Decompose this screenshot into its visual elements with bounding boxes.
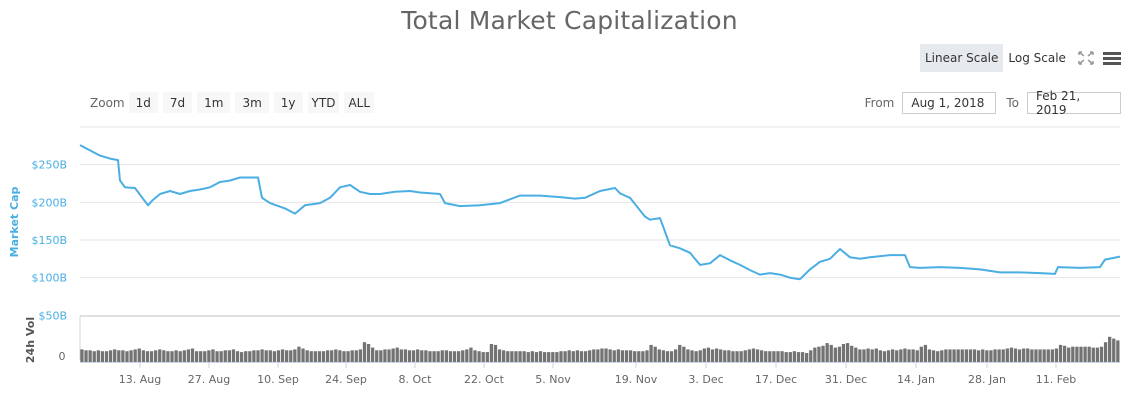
log-scale-button[interactable]: Log Scale (1008, 51, 1066, 65)
y-tick-label: $50B (38, 309, 67, 322)
volume-axis-title: 24h Vol (24, 317, 37, 363)
zoom-3m-button[interactable]: 3m (235, 92, 269, 113)
gridlines (79, 126, 1120, 360)
x-tick-label: 5. Nov (535, 373, 571, 386)
x-tick-label: 3. Dec (688, 373, 723, 386)
fullscreen-button[interactable] (1075, 47, 1097, 69)
y-tick-label: $250B (31, 159, 67, 172)
zoom-ytd-button[interactable]: YTD (307, 92, 340, 113)
zoom-1y-button[interactable]: 1y (273, 92, 303, 113)
zoom-1m-button[interactable]: 1m (197, 92, 231, 113)
from-label: From (864, 96, 895, 110)
linear-scale-button[interactable]: Linear Scale (920, 44, 1004, 72)
chart-title: Total Market Capitalization (401, 6, 738, 35)
date-range: From Aug 1, 2018 To Feb 21, 2019 (864, 89, 1121, 117)
zoom-7d-button[interactable]: 7d (162, 92, 193, 113)
x-tick-label: 14. Jan (897, 373, 935, 386)
range-selector: Zoom 1d 7d 1m 3m 1y YTD ALL (90, 92, 379, 113)
x-tick-label: 11. Feb (1036, 373, 1076, 386)
x-tick-label: 19. Nov (615, 373, 658, 386)
zoom-1d-button[interactable]: 1d (128, 92, 158, 113)
y-tick-label: $200B (31, 196, 67, 209)
zoom-label: Zoom (90, 95, 125, 110)
scale-toolbar: Linear Scale Log Scale (920, 44, 1123, 72)
y-tick-label: $100B (31, 272, 67, 285)
x-tick-label: 27. Aug (188, 373, 230, 386)
x-tick-label: 10. Sep (257, 373, 299, 386)
fullscreen-icon (1078, 51, 1094, 65)
market-cap-line[interactable] (79, 144, 1121, 281)
volume-zero-label: 0 (59, 350, 66, 363)
from-date-input[interactable]: Aug 1, 2018 (902, 92, 997, 114)
x-axis: 13. Aug 27. Aug 10. Sep 24. Sep 8. Oct 22. Oc… (80, 362, 1120, 386)
x-tick-label: 28. Jan (968, 373, 1006, 386)
volume-bars (80, 336, 1120, 362)
x-tick-label: 24. Sep (325, 373, 367, 386)
menu-button[interactable] (1101, 47, 1123, 69)
to-date-input[interactable]: Feb 21, 2019 (1027, 89, 1121, 117)
hamburger-menu-icon (1102, 52, 1121, 65)
to-label: To (1006, 96, 1019, 110)
y-axis: $50B $100B $150B $200B $250B 0 (31, 159, 67, 363)
x-tick-label: 17. Dec (755, 373, 797, 386)
x-tick-label: 13. Aug (119, 373, 161, 386)
x-tick-label: 31. Dec (825, 373, 867, 386)
zoom-all-button[interactable]: ALL (344, 92, 375, 113)
x-tick-label: 8. Oct (398, 373, 432, 386)
x-tick-label: 22. Oct (464, 373, 505, 386)
y-tick-label: $150B (31, 234, 67, 247)
y-axis-title: Market Cap (8, 187, 21, 258)
